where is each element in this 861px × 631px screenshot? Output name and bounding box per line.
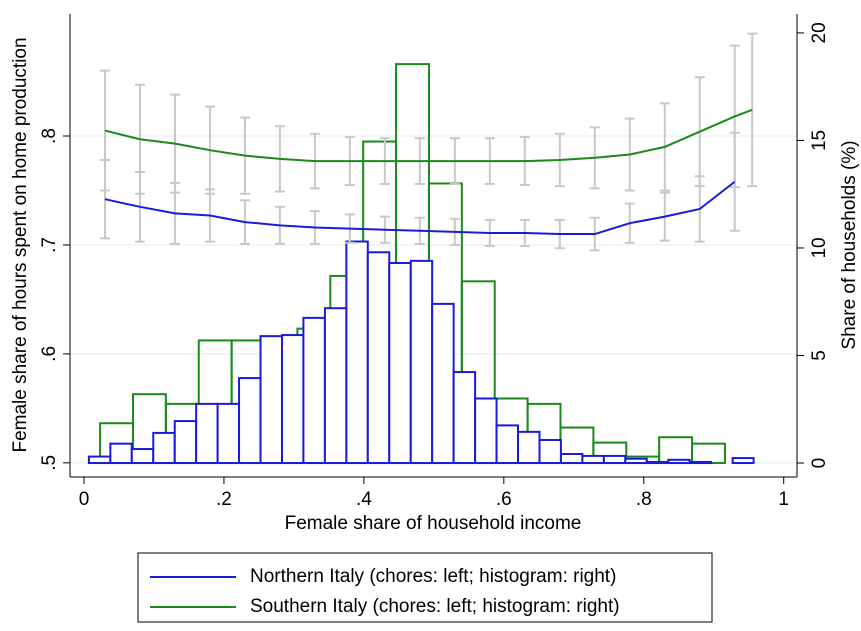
histogram-bar [87, 455, 112, 465]
y2-tick-label: 10 [809, 237, 830, 258]
histogram-bar [474, 397, 498, 465]
histogram-bar [602, 454, 627, 465]
y2-tick-label: 15 [809, 130, 830, 151]
x-tick-label: .6 [496, 489, 512, 510]
histogram-bar [691, 442, 726, 465]
y2-tick-label: 20 [809, 22, 830, 43]
y2-tick-label: 0 [809, 458, 830, 469]
histogram-bar [559, 452, 584, 465]
x-tick-label: .2 [216, 489, 232, 510]
y-tick-label: .5 [39, 455, 60, 471]
histogram-bar [388, 262, 412, 465]
histogram-bar [581, 454, 605, 465]
legend-label: Northern Italy (chores: left; histogram:… [250, 566, 616, 587]
histogram-bar [667, 458, 691, 465]
y2-axis-title: Share of households (%) [839, 140, 860, 349]
histogram-bar [688, 460, 713, 465]
histogram-bar [731, 457, 755, 465]
histogram-bar [366, 251, 391, 465]
histogram-bar [238, 377, 262, 465]
histogram-bar [409, 259, 434, 465]
x-tick-label: 0 [79, 489, 90, 510]
histogram-bar [517, 430, 541, 465]
histogram-bar [281, 334, 305, 465]
y2-tick-label: 5 [809, 350, 830, 361]
histogram-bar [495, 424, 520, 465]
y-tick-label: .7 [39, 237, 60, 253]
y-axis-title: Female share of hours spent on home prod… [10, 37, 31, 452]
histogram-bar [323, 307, 348, 465]
histogram-bar [259, 335, 284, 465]
histogram-bar [538, 439, 562, 465]
legend [137, 552, 713, 623]
histogram-bar [173, 420, 198, 465]
y-tick-label: .6 [39, 346, 60, 362]
histogram-bar [195, 402, 219, 465]
histogram-bar [302, 316, 326, 465]
histogram-bar [216, 402, 241, 465]
x-tick-label: 1 [778, 489, 789, 510]
histogram-bar [152, 431, 176, 465]
histogram-bar [130, 448, 155, 465]
histogram-bar [345, 240, 369, 465]
histogram-bar [624, 457, 648, 465]
x-axis-title: Female share of household income [285, 513, 582, 534]
histogram-bar [645, 460, 670, 465]
y-tick-label: .8 [39, 128, 60, 144]
line [104, 180, 736, 236]
histogram-bar [452, 371, 477, 465]
legend-label: Southern Italy (chores: left; histogram:… [250, 596, 620, 617]
x-tick-label: .8 [636, 489, 652, 510]
histogram-bar [109, 442, 133, 465]
line [104, 108, 753, 163]
histogram-bar [431, 302, 455, 465]
x-tick-label: .4 [356, 489, 372, 510]
